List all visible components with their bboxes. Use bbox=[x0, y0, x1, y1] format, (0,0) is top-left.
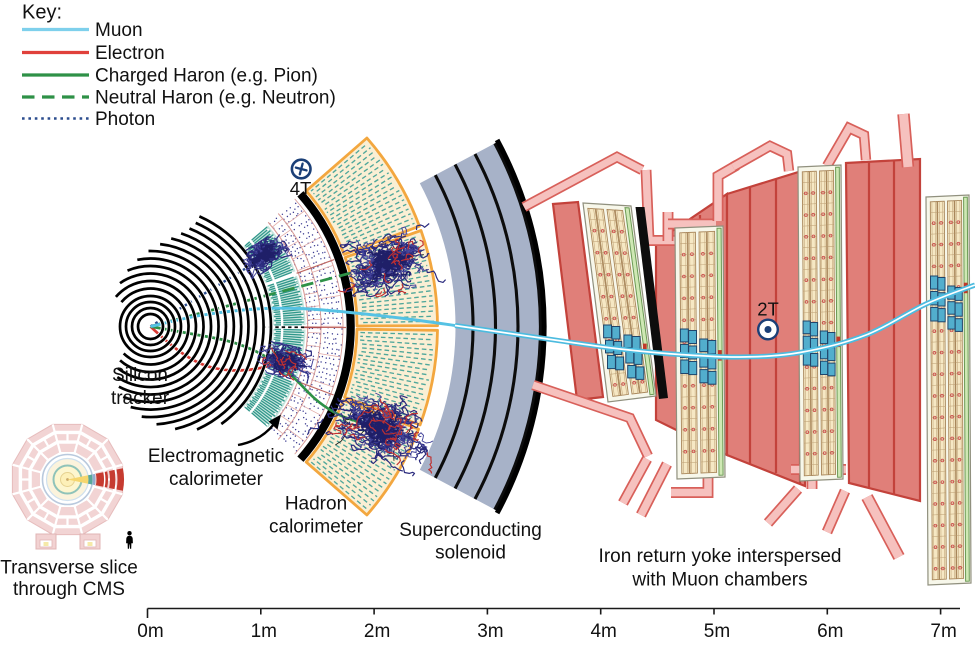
legend-label-3: Neutral Haron (e.g. Neutron) bbox=[95, 88, 336, 109]
label-hcal: Hadron calorimeter bbox=[269, 494, 364, 538]
scale-axis: 0m 1m 2m 3m 4m 5m 6m 7m bbox=[137, 607, 960, 642]
legend-label-4: Photon bbox=[95, 109, 155, 130]
axis-tick-label-0: 0m bbox=[137, 621, 163, 642]
neutral-hadron-shower bbox=[337, 223, 447, 298]
axis-tick-label-2: 2m bbox=[364, 621, 390, 642]
silicon-tracker-rings bbox=[114, 214, 273, 432]
muon-station-2 bbox=[674, 225, 726, 480]
legend-label-2: Charged Haron (e.g. Pion) bbox=[95, 66, 318, 87]
solenoid-band bbox=[419, 138, 547, 515]
axis-tick-label-6: 6m bbox=[817, 621, 843, 642]
muon-track-outer bbox=[454, 282, 975, 360]
photon-track bbox=[149, 257, 263, 328]
electron-shower bbox=[257, 340, 314, 384]
photon-shower bbox=[242, 234, 293, 280]
legend-label-0: Muon bbox=[95, 20, 143, 41]
label-silicon-tracker: Silicon tracker bbox=[111, 365, 170, 409]
label-ecal: Electromagnetic calorimeter bbox=[148, 446, 284, 490]
axis-tick-label-4: 4m bbox=[590, 621, 616, 642]
charged-hadron-shower bbox=[306, 392, 434, 477]
axis-tick-label-7: 7m bbox=[930, 621, 956, 642]
axis-tick-label-5: 5m bbox=[704, 621, 730, 642]
field-4t-label: 4T bbox=[290, 178, 312, 199]
axis-tick-label-3: 3m bbox=[477, 621, 503, 642]
legend-title: Key: bbox=[22, 2, 62, 24]
field-marker-2t: 2T bbox=[757, 299, 780, 341]
label-yoke: Iron return yoke interspersed with Muon c… bbox=[599, 546, 842, 591]
neutral-hadron-track bbox=[150, 269, 361, 328]
axis-tick-label-1: 1m bbox=[251, 621, 277, 642]
ecal-arrow bbox=[237, 414, 281, 447]
human-figure bbox=[126, 531, 133, 549]
label-slice: Transverse slice through CMS bbox=[0, 558, 138, 601]
field-marker-4t: 4T bbox=[290, 158, 312, 199]
support-ring bbox=[297, 191, 355, 462]
muon-station-3 bbox=[797, 164, 844, 482]
muon-station-4 bbox=[925, 194, 972, 586]
cms-endview-icon bbox=[11, 423, 125, 550]
label-solenoid: Superconducting solenoid bbox=[399, 520, 542, 564]
field-2t-label: 2T bbox=[757, 299, 779, 320]
legend-label-1: Electron bbox=[95, 43, 165, 64]
